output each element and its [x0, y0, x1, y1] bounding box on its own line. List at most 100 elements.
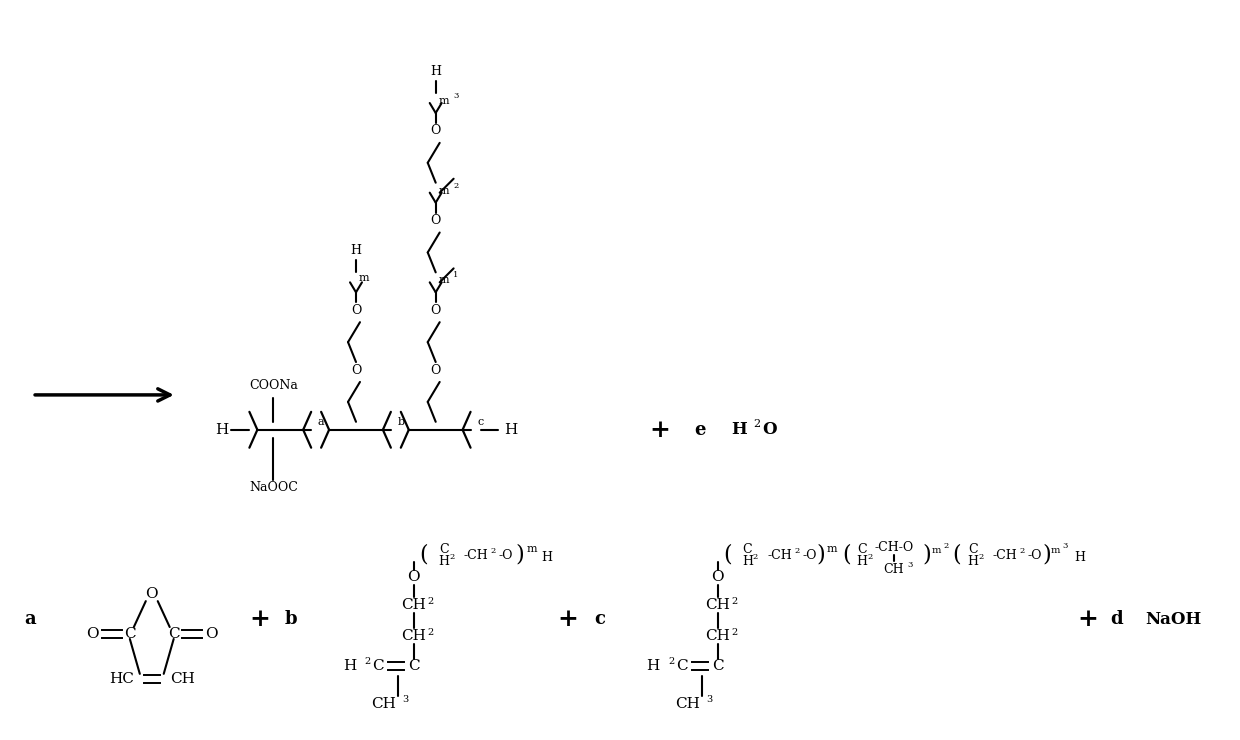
Text: m: m — [439, 186, 449, 195]
Text: -O: -O — [802, 549, 816, 562]
Text: C: C — [408, 659, 419, 673]
Text: 3: 3 — [707, 696, 713, 704]
Text: 2: 2 — [1019, 548, 1025, 555]
Text: (: ( — [419, 543, 428, 565]
Text: a: a — [317, 417, 325, 427]
Text: O: O — [145, 587, 157, 601]
Text: O: O — [430, 303, 441, 317]
Text: (: ( — [952, 543, 961, 565]
Text: 2: 2 — [795, 548, 800, 555]
Text: 2: 2 — [732, 628, 738, 636]
Text: b: b — [285, 610, 298, 628]
Text: CH: CH — [402, 629, 427, 643]
Text: ): ) — [923, 543, 931, 565]
Text: O: O — [408, 571, 420, 584]
Text: H: H — [342, 659, 356, 673]
Text: 2: 2 — [449, 554, 454, 562]
Text: H: H — [351, 244, 362, 257]
Text: CH: CH — [706, 629, 730, 643]
Text: CH: CH — [402, 598, 427, 612]
Text: 2: 2 — [668, 657, 675, 667]
Text: H: H — [742, 555, 753, 568]
Text: +: + — [1078, 607, 1099, 631]
Text: a: a — [25, 610, 36, 628]
Text: O: O — [351, 363, 361, 377]
Text: H: H — [542, 551, 553, 564]
Text: O: O — [86, 627, 98, 641]
Text: C: C — [857, 543, 867, 556]
Text: C: C — [676, 659, 687, 673]
Text: C: C — [124, 627, 135, 641]
Text: 2: 2 — [978, 554, 983, 562]
Text: (: ( — [723, 543, 732, 565]
Text: 2: 2 — [491, 548, 496, 555]
Text: CH: CH — [371, 697, 396, 710]
Text: O: O — [430, 214, 441, 227]
Text: +: + — [650, 418, 671, 442]
Text: 3: 3 — [1063, 542, 1068, 551]
Text: -CH: -CH — [992, 549, 1017, 562]
Text: -CH: -CH — [768, 549, 792, 562]
Text: C: C — [968, 543, 977, 556]
Text: NaOH: NaOH — [1145, 610, 1202, 628]
Text: NaOOC: NaOOC — [249, 481, 298, 494]
Text: 2: 2 — [944, 542, 949, 551]
Text: m: m — [827, 545, 837, 554]
Text: H: H — [1075, 551, 1086, 564]
Text: O: O — [763, 421, 776, 438]
Text: ): ) — [817, 543, 826, 565]
Text: C: C — [372, 659, 383, 673]
Text: m: m — [439, 96, 449, 106]
Text: O: O — [430, 124, 441, 138]
Text: O: O — [351, 303, 361, 317]
Text: 3: 3 — [403, 696, 409, 704]
Text: 2: 2 — [428, 628, 434, 636]
Text: c: c — [594, 610, 605, 628]
Text: -CH: -CH — [464, 549, 487, 562]
Text: c: c — [477, 417, 484, 427]
Text: CH: CH — [884, 562, 904, 576]
Text: d: d — [1110, 610, 1122, 628]
Text: ): ) — [1042, 543, 1050, 565]
Text: CH: CH — [706, 598, 730, 612]
Text: O: O — [712, 571, 724, 584]
Text: m: m — [358, 273, 370, 283]
Text: e: e — [694, 421, 706, 439]
Text: -CH-O: -CH-O — [874, 541, 914, 554]
Text: +: + — [249, 607, 270, 631]
Text: C: C — [167, 627, 180, 641]
Text: m: m — [527, 545, 538, 554]
Text: COONa: COONa — [249, 380, 298, 392]
Text: -O: -O — [1027, 549, 1042, 562]
Text: H: H — [857, 555, 868, 568]
Text: H: H — [215, 423, 228, 437]
Text: HC: HC — [109, 672, 134, 686]
Text: 2: 2 — [753, 419, 760, 428]
Text: O: O — [206, 627, 218, 641]
Text: (: ( — [842, 543, 851, 565]
Text: ): ) — [515, 543, 523, 565]
Text: CH: CH — [675, 697, 699, 710]
Text: -O: -O — [498, 549, 512, 562]
Text: m: m — [1050, 546, 1060, 555]
Text: +: + — [558, 607, 579, 631]
Text: b: b — [397, 417, 404, 427]
Text: H: H — [503, 423, 517, 437]
Text: H: H — [732, 421, 748, 438]
Text: m: m — [931, 546, 940, 555]
Text: H: H — [438, 555, 449, 568]
Text: 2: 2 — [428, 596, 434, 605]
Text: C: C — [712, 659, 723, 673]
Text: 2: 2 — [753, 554, 758, 562]
Text: H: H — [646, 659, 660, 673]
Text: 3: 3 — [453, 92, 459, 100]
Text: 1: 1 — [453, 272, 459, 280]
Text: H: H — [967, 555, 978, 568]
Text: 3: 3 — [908, 561, 913, 569]
Text: CH: CH — [170, 672, 195, 686]
Text: m: m — [439, 275, 449, 286]
Text: 2: 2 — [732, 596, 738, 605]
Text: 2: 2 — [868, 554, 873, 562]
Text: H: H — [430, 64, 441, 78]
Text: C: C — [743, 543, 753, 556]
